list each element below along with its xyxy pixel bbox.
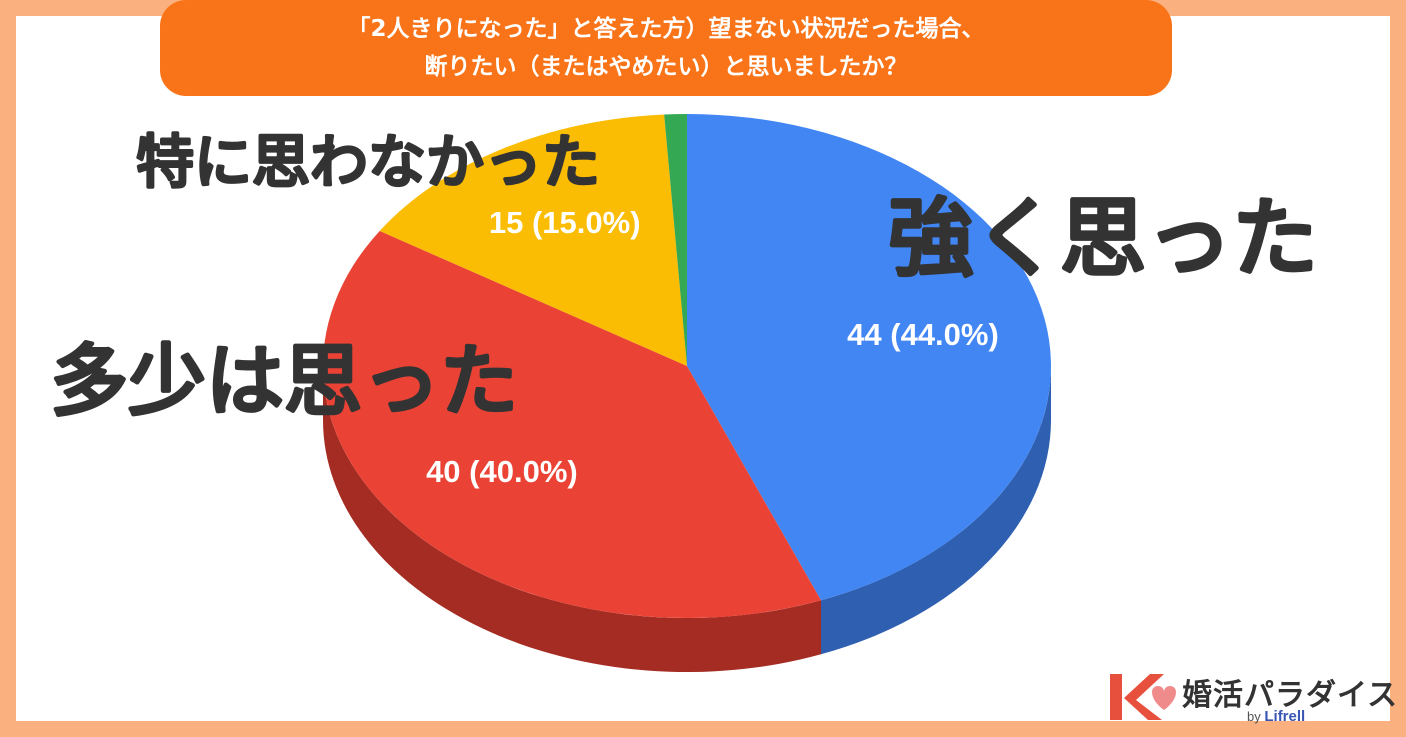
question-title: 「2人きりになった」と答えた方）望まない状況だった場合、 断りたい（またはやめた… <box>160 0 1172 96</box>
pie-slice-3 <box>664 114 687 366</box>
pie-side-1 <box>323 366 821 672</box>
brand-by: by <box>1247 709 1261 724</box>
pie-slice-0 <box>687 114 1052 601</box>
pie-slices <box>323 114 1052 618</box>
pie-value-label-2: 15 (15.0%) <box>489 205 641 240</box>
label-not-really: 特に思わなかった <box>136 128 600 196</box>
title-line-2: 断りたい（またはやめたい）と思いましたか？ <box>424 54 908 80</box>
pie-3d-sides <box>323 366 1051 672</box>
pie-slice-1 <box>323 230 821 618</box>
pie-value-label-1: 40 (40.0%) <box>426 454 578 489</box>
brand-company: Lifrell <box>1264 708 1306 725</box>
pie-side-0 <box>820 366 1051 655</box>
title-line-1: 「2人きりになった」と答えた方）望まない状況だった場合、 <box>347 16 985 42</box>
pie-slice-2 <box>379 114 687 367</box>
label-strongly: 強く思った <box>888 189 1318 289</box>
label-somewhat: 多少は思った <box>50 337 518 427</box>
brand-name: 婚活パラダイス <box>1182 678 1399 713</box>
brand-heart-icon <box>1110 674 1176 720</box>
pie-value-labels: 44 (44.0%) 40 (40.0%) 15 (15.0%) <box>426 205 999 489</box>
brand-logo: 婚活パラダイス by Lifrell <box>1106 670 1397 728</box>
brand-byline: by Lifrell <box>1247 708 1305 725</box>
pie-value-label-0: 44 (44.0%) <box>847 317 999 352</box>
